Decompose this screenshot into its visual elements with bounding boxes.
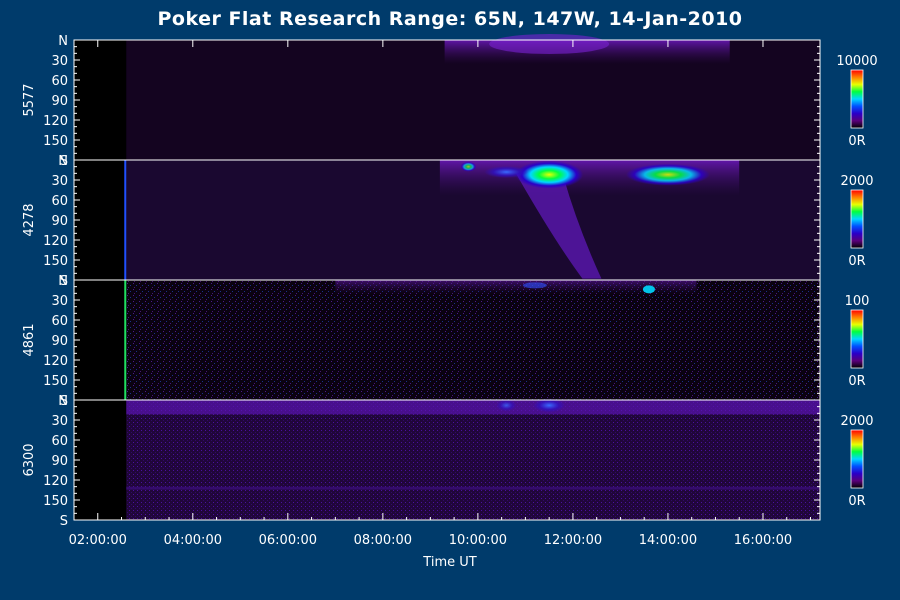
colorbar-max-label: 2000 bbox=[840, 174, 873, 189]
y-tick-label: 60 bbox=[51, 194, 68, 209]
y-tick-label: 150 bbox=[43, 494, 68, 509]
emission-field bbox=[126, 280, 820, 400]
y-tick-label: 150 bbox=[43, 254, 68, 269]
y-tick-label: 150 bbox=[43, 374, 68, 389]
emission-glow bbox=[496, 399, 517, 412]
x-axis-label: Time UT bbox=[423, 555, 477, 570]
emission-blob bbox=[489, 34, 610, 54]
y-tick-label: S bbox=[60, 514, 68, 529]
y-tick-label: 30 bbox=[51, 54, 68, 69]
colorbar-min-label: 0R bbox=[848, 494, 865, 509]
y-tick-label: 120 bbox=[43, 234, 68, 249]
emission-hotspot bbox=[460, 161, 477, 172]
y-tick-label: 30 bbox=[51, 414, 68, 429]
y-tick-label: 120 bbox=[43, 114, 68, 129]
y-tick-label: S bbox=[60, 154, 68, 169]
emission-band bbox=[335, 280, 697, 295]
x-tick-label: 04:00:00 bbox=[164, 533, 222, 548]
channel-label: 6300 bbox=[22, 443, 37, 476]
emission-hotspot bbox=[625, 163, 710, 186]
y-tick-label: 150 bbox=[43, 134, 68, 149]
y-tick-label: 120 bbox=[43, 474, 68, 489]
y-tick-label: 60 bbox=[51, 434, 68, 449]
y-tick-label: 30 bbox=[51, 174, 68, 189]
y-tick-label: N bbox=[58, 394, 68, 409]
x-tick-label: 10:00:00 bbox=[449, 533, 507, 548]
colorbar-max-label: 2000 bbox=[840, 414, 873, 429]
emission-spot bbox=[642, 285, 655, 294]
y-tick-label: N bbox=[58, 274, 68, 289]
panel-5577: N 30 60 90 120 150 S 5577 10000 0R bbox=[22, 34, 878, 169]
y-tick-label: 60 bbox=[51, 74, 68, 89]
emission-field bbox=[126, 400, 820, 520]
colorbar bbox=[850, 69, 864, 129]
y-tick-label: S bbox=[60, 394, 68, 409]
emission-glow bbox=[484, 166, 529, 178]
y-tick-label: 120 bbox=[43, 354, 68, 369]
panel-6300: N 30 60 90 120 150 S 6300 2000 0R bbox=[22, 394, 874, 529]
y-tick-label: S bbox=[60, 274, 68, 289]
panel-4861: N 30 60 90 120 150 S 4861 100 0R bbox=[22, 274, 869, 409]
channel-label: 5577 bbox=[22, 83, 37, 116]
colorbar-min-label: 0R bbox=[848, 254, 865, 269]
y-tick-label: 90 bbox=[51, 214, 68, 229]
y-tick-label: N bbox=[58, 34, 68, 49]
y-tick-label: 90 bbox=[51, 454, 68, 469]
calibration-line bbox=[124, 160, 127, 280]
channel-label: 4861 bbox=[22, 323, 37, 356]
x-tick-label: 06:00:00 bbox=[259, 533, 317, 548]
colorbar bbox=[850, 189, 864, 249]
y-tick-label: 90 bbox=[51, 94, 68, 109]
colorbar-min-label: 0R bbox=[848, 134, 865, 149]
colorbar bbox=[850, 309, 864, 369]
x-tick-label: 08:00:00 bbox=[354, 533, 412, 548]
y-tick-label: N bbox=[58, 154, 68, 169]
panels-layer: N 30 60 90 120 150 S 5577 10000 0R N 30 60 90 120 150 S 4… bbox=[22, 34, 878, 529]
overlay-layer: 02:00:00 04:00:00 06:00:00 08:00:00 10:00:00… bbox=[69, 40, 811, 548]
emission-spot bbox=[522, 282, 547, 289]
colorbar bbox=[850, 429, 864, 489]
y-tick-label: 90 bbox=[51, 334, 68, 349]
y-tick-label: 30 bbox=[51, 294, 68, 309]
emission-glow bbox=[533, 398, 566, 413]
y-tick-label: 60 bbox=[51, 314, 68, 329]
channel-label: 4278 bbox=[22, 203, 37, 236]
emission-hotspot bbox=[515, 160, 584, 189]
x-tick-label: 14:00:00 bbox=[639, 533, 697, 548]
emission-plume bbox=[515, 173, 602, 279]
emission-streak bbox=[126, 486, 820, 490]
x-tick-label: 12:00:00 bbox=[544, 533, 602, 548]
page-title: Poker Flat Research Range: 65N, 147W, 14… bbox=[157, 8, 743, 30]
colorbar-min-label: 0R bbox=[848, 374, 865, 389]
calibration-line bbox=[124, 280, 127, 400]
x-tick-label: 02:00:00 bbox=[69, 533, 127, 548]
panel-4278: N 30 60 90 120 150 S 4278 2000 0R bbox=[22, 154, 874, 289]
colorbar-max-label: 10000 bbox=[836, 54, 877, 69]
x-tick-label: 16:00:00 bbox=[734, 533, 792, 548]
colorbar-max-label: 100 bbox=[845, 294, 870, 309]
emission-band bbox=[126, 400, 820, 415]
